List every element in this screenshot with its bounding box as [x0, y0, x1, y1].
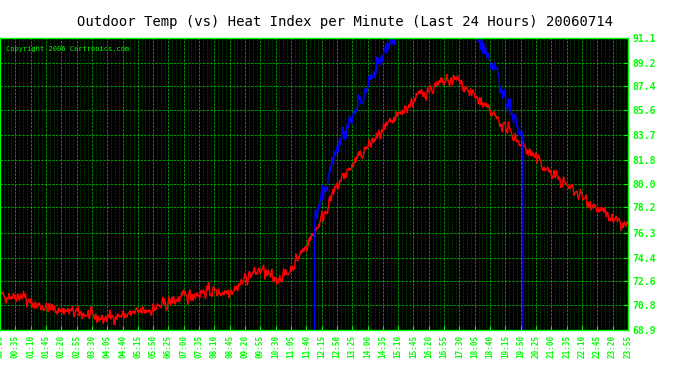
Text: Outdoor Temp (vs) Heat Index per Minute (Last 24 Hours) 20060714: Outdoor Temp (vs) Heat Index per Minute …	[77, 15, 613, 29]
Text: Copyright 2006 Cartronics.com: Copyright 2006 Cartronics.com	[6, 46, 130, 52]
